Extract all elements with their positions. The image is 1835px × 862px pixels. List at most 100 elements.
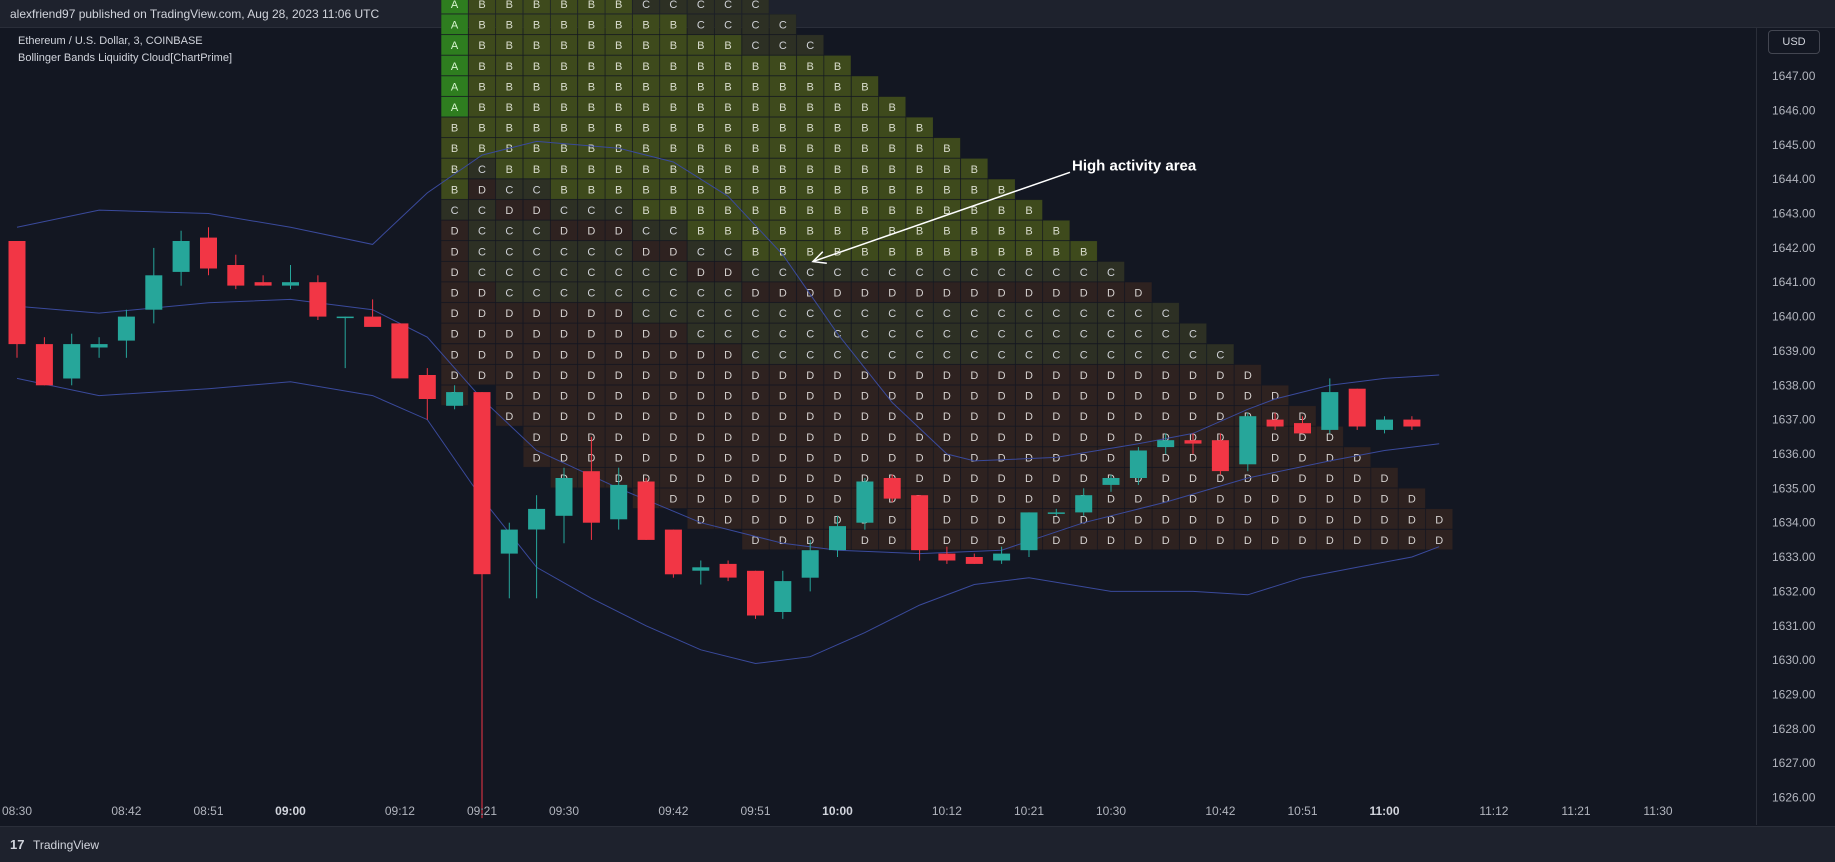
cloud-cell-label: D xyxy=(888,452,896,464)
cloud-cell-label: B xyxy=(506,81,513,93)
cloud-cell-label: B xyxy=(752,61,759,73)
cloud-cell xyxy=(823,281,852,303)
cloud-cell-label: D xyxy=(970,514,978,526)
cloud-cell xyxy=(440,137,469,159)
cloud-cell xyxy=(1206,488,1235,509)
candle-body xyxy=(473,392,491,575)
cloud-cell-label: C xyxy=(970,308,978,320)
cloud-cell xyxy=(632,405,660,427)
cloud-cell xyxy=(495,0,523,14)
tradingview-brand[interactable]: TradingView xyxy=(33,838,100,852)
cloud-cell-label: D xyxy=(533,349,541,361)
cloud-cell xyxy=(550,405,578,427)
cloud-cell xyxy=(1234,385,1262,406)
tradingview-logo-icon[interactable]: 17 xyxy=(10,837,25,852)
cloud-cell-label: D xyxy=(642,349,650,361)
cloud-cell xyxy=(796,199,824,221)
candle-body xyxy=(282,282,299,286)
cloud-cell-label: C xyxy=(806,267,814,279)
cloud-cell-label: B xyxy=(807,205,814,217)
cloud-cell xyxy=(714,467,742,488)
cloud-cell xyxy=(769,488,797,509)
cloud-cell xyxy=(769,55,797,76)
cloud-cell-label: B xyxy=(615,81,622,93)
cloud-cell-label: B xyxy=(834,102,841,114)
cloud-cell xyxy=(987,281,1016,303)
cloud-cell-label: B xyxy=(588,0,595,11)
candle-body xyxy=(582,471,600,523)
cloud-cell-label: D xyxy=(615,411,623,423)
indicator-title[interactable]: Bollinger Bands Liquidity Cloud[ChartPri… xyxy=(18,52,232,64)
cloud-cell-label: D xyxy=(451,267,459,279)
cloud-cell-label: D xyxy=(1189,411,1197,423)
cloud-cell-label: D xyxy=(451,288,459,300)
cloud-cell xyxy=(796,364,824,385)
cloud-cell-label: C xyxy=(533,226,541,238)
cloud-cell xyxy=(632,55,660,76)
cloud-cell xyxy=(769,261,797,282)
cloud-cell-label: D xyxy=(1244,494,1252,506)
cloud-cell-label: B xyxy=(506,61,513,73)
cloud-cell-label: C xyxy=(779,308,787,320)
cloud-cell-label: D xyxy=(642,329,650,341)
cloud-cell-label: C xyxy=(642,226,650,238)
cloud-cell-label: B xyxy=(560,20,567,32)
cloud-cell xyxy=(468,261,496,282)
price-tick-label: 1630.00 xyxy=(1772,653,1816,667)
cloud-cell xyxy=(796,488,824,509)
cloud-cell-label: D xyxy=(1052,288,1060,300)
cloud-cell xyxy=(1070,467,1098,488)
cloud-cell-label: B xyxy=(478,61,485,73)
cloud-cell xyxy=(741,34,770,56)
cloud-cell-label: D xyxy=(1052,432,1060,444)
cloud-cell xyxy=(605,302,633,324)
cloud-cell-label: C xyxy=(916,349,924,361)
cloud-cell-label: B xyxy=(697,102,704,114)
cloud-cell xyxy=(851,137,879,159)
cloud-cell xyxy=(960,467,988,488)
cloud-cell xyxy=(905,467,934,488)
cloud-cell xyxy=(605,178,633,200)
cloud-cell xyxy=(523,178,551,200)
cloud-cell xyxy=(823,117,852,138)
cloud-cell-label: C xyxy=(970,267,978,279)
cloud-cell-label: D xyxy=(533,452,541,464)
cloud-cell xyxy=(577,240,606,262)
cloud-cell-label: D xyxy=(1189,391,1197,403)
cloud-cell-label: D xyxy=(1326,452,1334,464)
cloud-cell xyxy=(796,343,824,365)
cloud-cell-label: D xyxy=(1299,432,1307,444)
cloud-cell xyxy=(987,426,1016,447)
cloud-cell xyxy=(550,158,578,179)
cloud-cell-label: D xyxy=(1052,391,1060,403)
cloud-cell xyxy=(851,199,879,221)
cloud-cell-label: B xyxy=(588,61,595,73)
currency-button[interactable]: USD xyxy=(1768,30,1820,54)
cloud-cell-label: D xyxy=(1216,391,1224,403)
cloud-cell-label: D xyxy=(806,370,814,382)
cloud-cell-label: B xyxy=(889,205,896,217)
cloud-cell-label: C xyxy=(505,246,513,258)
time-tick-label: 08:30 xyxy=(2,804,32,818)
cloud-cell-label: C xyxy=(478,246,486,258)
cloud-cell xyxy=(550,323,578,344)
candle-body xyxy=(1129,450,1147,478)
cloud-cell-label: D xyxy=(451,226,459,238)
cloud-cell-label: B xyxy=(724,123,731,135)
cloud-cell xyxy=(1288,508,1317,530)
cloud-cell-label: B xyxy=(971,246,978,258)
symbol-title[interactable]: Ethereum / U.S. Dollar, 3, COINBASE xyxy=(18,35,203,47)
cloud-cell xyxy=(714,240,742,262)
cloud-cell xyxy=(1124,385,1153,406)
cloud-cell-label: D xyxy=(834,288,842,300)
cloud-cell-label: D xyxy=(970,411,978,423)
cloud-cell xyxy=(933,137,961,159)
cloud-cell-label: B xyxy=(670,20,677,32)
cloud-cell-label: D xyxy=(1162,473,1170,485)
cloud-cell-label: D xyxy=(888,370,896,382)
cloud-cell xyxy=(495,117,523,138)
cloud-cell-label: B xyxy=(670,40,677,52)
cloud-cell-label: C xyxy=(1107,308,1115,320)
cloud-cell-label: C xyxy=(888,308,896,320)
